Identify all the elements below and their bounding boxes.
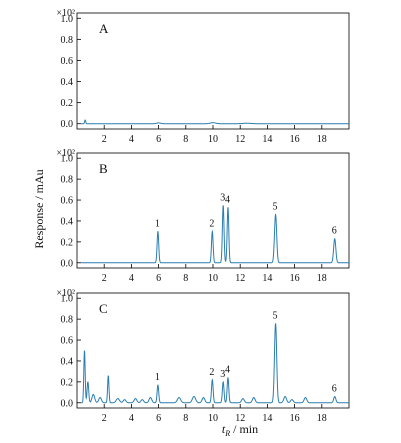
y-tick-label: 0.0 (61, 258, 74, 269)
y-tick-label: 1.0 (61, 294, 74, 305)
x-tick-label: 4 (129, 134, 134, 145)
x-tick-label: 10 (208, 413, 218, 424)
x-tick-label: 14 (262, 134, 272, 145)
peak-label: 1 (155, 372, 160, 383)
x-tick-label: 12 (235, 413, 245, 424)
axis-multiplier: ×10² (56, 8, 75, 19)
x-axis-label: tR / min (222, 422, 258, 438)
chromatogram-trace (81, 205, 349, 264)
x-tick-label: 16 (290, 273, 300, 284)
x-tick-label: 12 (235, 134, 245, 145)
x-tick-label: 16 (290, 413, 300, 424)
y-tick-label: 0.6 (61, 196, 74, 207)
peak-label: 5 (273, 202, 278, 213)
y-tick-label: 0.2 (61, 237, 74, 248)
y-axis-label: Response / mAu (32, 169, 46, 248)
x-tick-label: 18 (317, 273, 327, 284)
axis-multiplier: ×10² (56, 288, 75, 299)
x-tick-label: 14 (262, 413, 272, 424)
x-tick-label: 4 (129, 413, 134, 424)
x-tick-label: 2 (102, 413, 107, 424)
x-tick-label: 2 (102, 134, 107, 145)
y-tick-label: 0.8 (61, 175, 74, 186)
x-tick-label: 12 (235, 273, 245, 284)
peak-label: 6 (332, 384, 337, 395)
x-tick-label: 8 (183, 134, 188, 145)
y-tick-label: 0.2 (61, 377, 74, 388)
y-tick-label: 1.0 (61, 14, 74, 25)
panel-title: A (99, 21, 109, 36)
x-tick-label: 10 (208, 134, 218, 145)
panel-title: C (99, 301, 108, 316)
axis-multiplier: ×10² (56, 148, 75, 159)
x-tick-label: 6 (156, 273, 161, 284)
peak-label: 2 (209, 218, 214, 229)
y-tick-label: 0.8 (61, 35, 74, 46)
y-tick-label: 0.4 (61, 77, 74, 88)
y-tick-label: 0.8 (61, 315, 74, 326)
peak-label: 6 (332, 226, 337, 237)
x-tick-label: 6 (156, 413, 161, 424)
chromatogram-trace (81, 323, 349, 404)
chromatogram-trace (81, 119, 349, 125)
x-tick-label: 8 (183, 273, 188, 284)
panel-title: B (99, 161, 108, 176)
panel-a: ×10² A 0.0 0.2 0.4 0.6 0.8 1.0 2 4 6 8 10 12 14 16 18 (56, 8, 350, 145)
x-tick-label: 18 (317, 134, 327, 145)
x-tick-label: 4 (129, 273, 134, 284)
x-tick-label: 2 (102, 273, 107, 284)
y-tick-label: 0.6 (61, 56, 74, 67)
y-tick-label: 0.2 (61, 98, 74, 109)
y-tick-label: 0.0 (61, 119, 74, 130)
x-tick-label: 18 (317, 413, 327, 424)
x-tick-label: 10 (208, 273, 218, 284)
y-tick-label: 0.0 (61, 398, 74, 409)
x-tick-label: 6 (156, 134, 161, 145)
peak-label: 4 (225, 365, 230, 376)
plot-frame (76, 12, 350, 130)
y-tick-label: 1.0 (61, 154, 74, 165)
y-tick-label: 0.4 (61, 216, 74, 227)
peak-label: 4 (225, 194, 230, 205)
peak-label: 5 (273, 310, 278, 321)
peak-label: 3 (220, 192, 225, 203)
x-tick-label: 14 (262, 273, 272, 284)
x-tick-label: 8 (183, 413, 188, 424)
y-tick-label: 0.4 (61, 356, 74, 367)
x-tick-label: 16 (290, 134, 300, 145)
peak-label: 2 (209, 367, 214, 378)
y-tick-label: 0.6 (61, 336, 74, 347)
peak-label: 1 (155, 218, 160, 229)
peak-label: 3 (220, 369, 225, 380)
